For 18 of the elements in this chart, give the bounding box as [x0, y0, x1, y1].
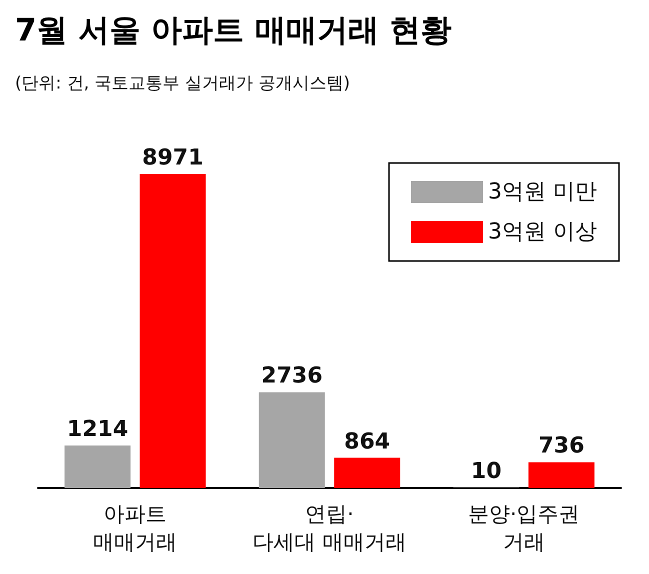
bar [334, 458, 400, 488]
legend-label: 3억원 미만 [488, 180, 598, 204]
data-label: 8971 [142, 146, 204, 171]
legend-label: 3억원 이상 [488, 220, 598, 244]
bar [140, 174, 206, 488]
data-label: 736 [538, 434, 584, 459]
bar [258, 392, 325, 488]
bar [528, 462, 594, 488]
chart-subtitle: (단위: 건, 국토교통부 실거래가 공개시스템) [15, 74, 350, 94]
x-tick-label: 아파트 매매거래 [93, 502, 178, 554]
bar [64, 446, 131, 488]
data-label: 2736 [261, 364, 322, 389]
x-tick-label: 연립· 다세대 매매거래 [252, 502, 406, 554]
data-label: 10 [470, 459, 502, 484]
data-label: 1214 [66, 417, 128, 442]
data-label: 864 [344, 429, 390, 454]
x-tick-label: 분양·입주권 거래 [468, 502, 580, 554]
chart-title: 7월 서울 아파트 매매거래 현황 [15, 12, 452, 48]
